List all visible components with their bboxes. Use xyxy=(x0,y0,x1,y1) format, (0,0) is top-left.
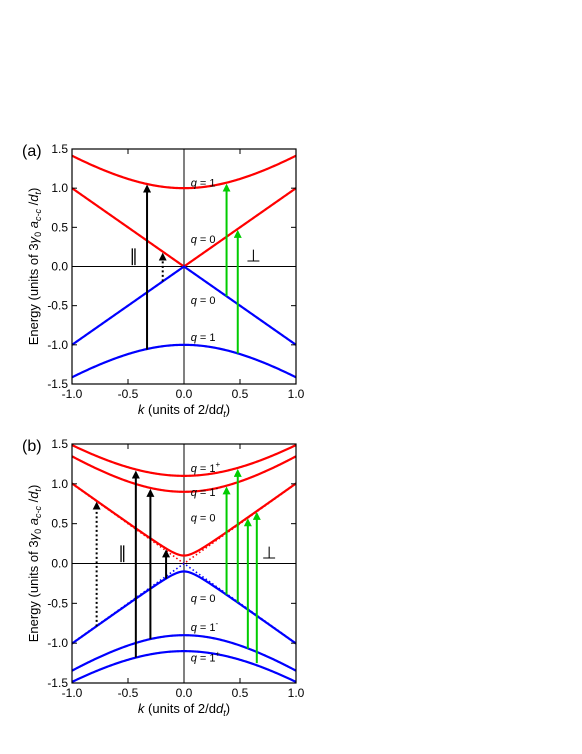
q-label: q = 1+ xyxy=(191,650,221,665)
q-label: q = 1 xyxy=(191,178,216,190)
q-label: q = 1- xyxy=(191,619,219,634)
x-tick-label: 1.0 xyxy=(288,686,305,700)
series-line-q1minus-conduction xyxy=(72,455,296,493)
panel-b: (b) q = 1+ q = 1- q = 0 q = 0 q = 1- q = 1+ ∥ ⊥ -… xyxy=(22,437,305,718)
y-tick-label: 1.5 xyxy=(51,437,68,451)
y-tick-label: 0.5 xyxy=(51,517,68,531)
x-tick-label: -0.5 xyxy=(118,686,139,700)
y-axis-label: Energy (units of 3γ0 ac-c /dt) xyxy=(26,485,43,643)
x-tick-label: 0.0 xyxy=(176,387,193,401)
panel-label: (b) xyxy=(22,438,42,455)
q-label: q = 0 xyxy=(191,512,216,524)
q-label: q = 0 xyxy=(191,295,216,307)
y-tick-label: 0.5 xyxy=(51,220,68,234)
series-line-q1-conduction xyxy=(72,154,296,190)
y-tick-label: 0.0 xyxy=(51,260,68,274)
y-tick-label: -1.0 xyxy=(47,636,68,650)
polarization-label: ⊥ xyxy=(262,543,277,562)
q-label: q = 1 xyxy=(191,332,216,344)
x-axis-label: k (units of 2/ddt) xyxy=(138,701,230,718)
curves xyxy=(72,444,296,683)
series-line-q0-valence xyxy=(72,562,296,644)
q-label: q = 0 xyxy=(191,593,216,605)
y-tick-label: 1.0 xyxy=(51,477,68,491)
x-tick-label: 0.0 xyxy=(176,686,193,700)
x-tick-label: -0.5 xyxy=(118,387,139,401)
q-label: q = 1+ xyxy=(191,460,221,475)
y-tick-label: -1.0 xyxy=(47,338,68,352)
polarization-label: ∥ xyxy=(118,543,127,562)
series-line-q0-valence xyxy=(72,265,296,346)
series-line-q1plus-conduction xyxy=(72,444,296,477)
x-tick-label: 0.5 xyxy=(232,387,249,401)
x-tick-label: 0.5 xyxy=(232,686,249,700)
x-tick-label: 1.0 xyxy=(288,387,305,401)
y-tick-label: -1.5 xyxy=(47,676,68,690)
x-tick-label: -1.0 xyxy=(62,686,83,700)
curves xyxy=(72,154,296,379)
x-tick-label: -1.0 xyxy=(62,387,83,401)
series-line-q1plus-valence xyxy=(72,650,296,683)
series-line-q1-valence xyxy=(72,343,296,379)
y-tick-label: 1.0 xyxy=(51,181,68,195)
y-tick-label: -0.5 xyxy=(47,299,68,313)
y-tick-label: 0.0 xyxy=(51,557,68,571)
polarization-label: ⊥ xyxy=(246,247,261,266)
series-line-q1minus-valence xyxy=(72,634,296,672)
q-label: q = 1- xyxy=(191,484,219,499)
panel-a: (a) q = 1 q = 0 q = 0 q = 1 ∥ ⊥ -1.0 -0.5 0.0 0.5 1… xyxy=(22,142,305,419)
y-tick-label: -0.5 xyxy=(47,596,68,610)
polarization-label: ∥ xyxy=(129,247,138,266)
y-tick-label: -1.5 xyxy=(47,377,68,391)
y-axis-label: Energy (units of 3γ0 ac-c /dt) xyxy=(26,188,43,346)
panel-label: (a) xyxy=(22,143,42,160)
x-axis-label: k (units of 2/ddt) xyxy=(138,402,230,419)
y-tick-label: 1.5 xyxy=(51,142,68,156)
q-label: q = 0 xyxy=(191,234,216,246)
